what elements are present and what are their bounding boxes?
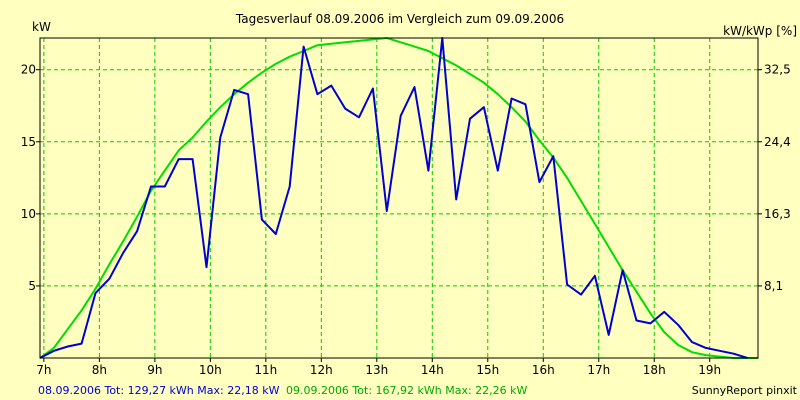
- x-tick-label: 11h: [254, 363, 277, 377]
- x-tick-label: 17h: [587, 363, 610, 377]
- y-tick-label: 20: [21, 63, 36, 77]
- x-tick-label: 18h: [643, 363, 666, 377]
- legend-series-1: 08.09.2006 Tot: 129,27 kWh Max: 22,18 kW: [38, 384, 280, 397]
- y-tick-label: 5: [28, 279, 36, 293]
- y2-tick-label: 32,5: [764, 63, 791, 77]
- chart-title: Tagesverlauf 08.09.2006 im Vergleich zum…: [235, 12, 564, 26]
- y-tick-label: 15: [21, 135, 36, 149]
- x-tick-label: 7h: [36, 363, 51, 377]
- x-tick-label: 8h: [92, 363, 107, 377]
- y2-axis-label: kW/kWp [%]: [723, 24, 797, 38]
- legend-series-2: 09.09.2006 Tot: 167,92 kWh Max: 22,26 kW: [286, 384, 528, 397]
- series-line-08.09.2006: [39, 37, 748, 359]
- y-axis-label: kW: [32, 20, 51, 34]
- x-tick-label: 19h: [698, 363, 721, 377]
- axes: [36, 37, 762, 362]
- y2-tick-label: 8,1: [764, 279, 783, 293]
- y-tick-label: 10: [21, 207, 36, 221]
- x-tick-label: 14h: [421, 363, 444, 377]
- series-line-09.09.2006: [39, 37, 758, 359]
- series-layer: [39, 37, 758, 359]
- x-tick-label: 10h: [199, 363, 222, 377]
- grid: [40, 38, 758, 358]
- svg-text:08.09.2006 Tot: 129,27 kWh Max: 08.09.2006 Tot: 129,27 kWh Max: 22,18 kW…: [38, 384, 528, 397]
- y2-tick-label: 16,3: [764, 207, 791, 221]
- x-tick-label: 9h: [147, 363, 162, 377]
- x-tick-label: 15h: [476, 363, 499, 377]
- tick-labels: 7h 8h 9h 10h 11h 12h 13h 14h 15h 16h 17h 18h 19h 5 10 1…: [21, 63, 791, 377]
- x-tick-label: 12h: [310, 363, 333, 377]
- y2-tick-label: 24,4: [764, 135, 791, 149]
- credit-text: SunnyReport pinxit: [692, 384, 798, 397]
- plot-frame: [39, 37, 759, 359]
- x-tick-label: 13h: [365, 363, 388, 377]
- x-tick-label: 16h: [532, 363, 555, 377]
